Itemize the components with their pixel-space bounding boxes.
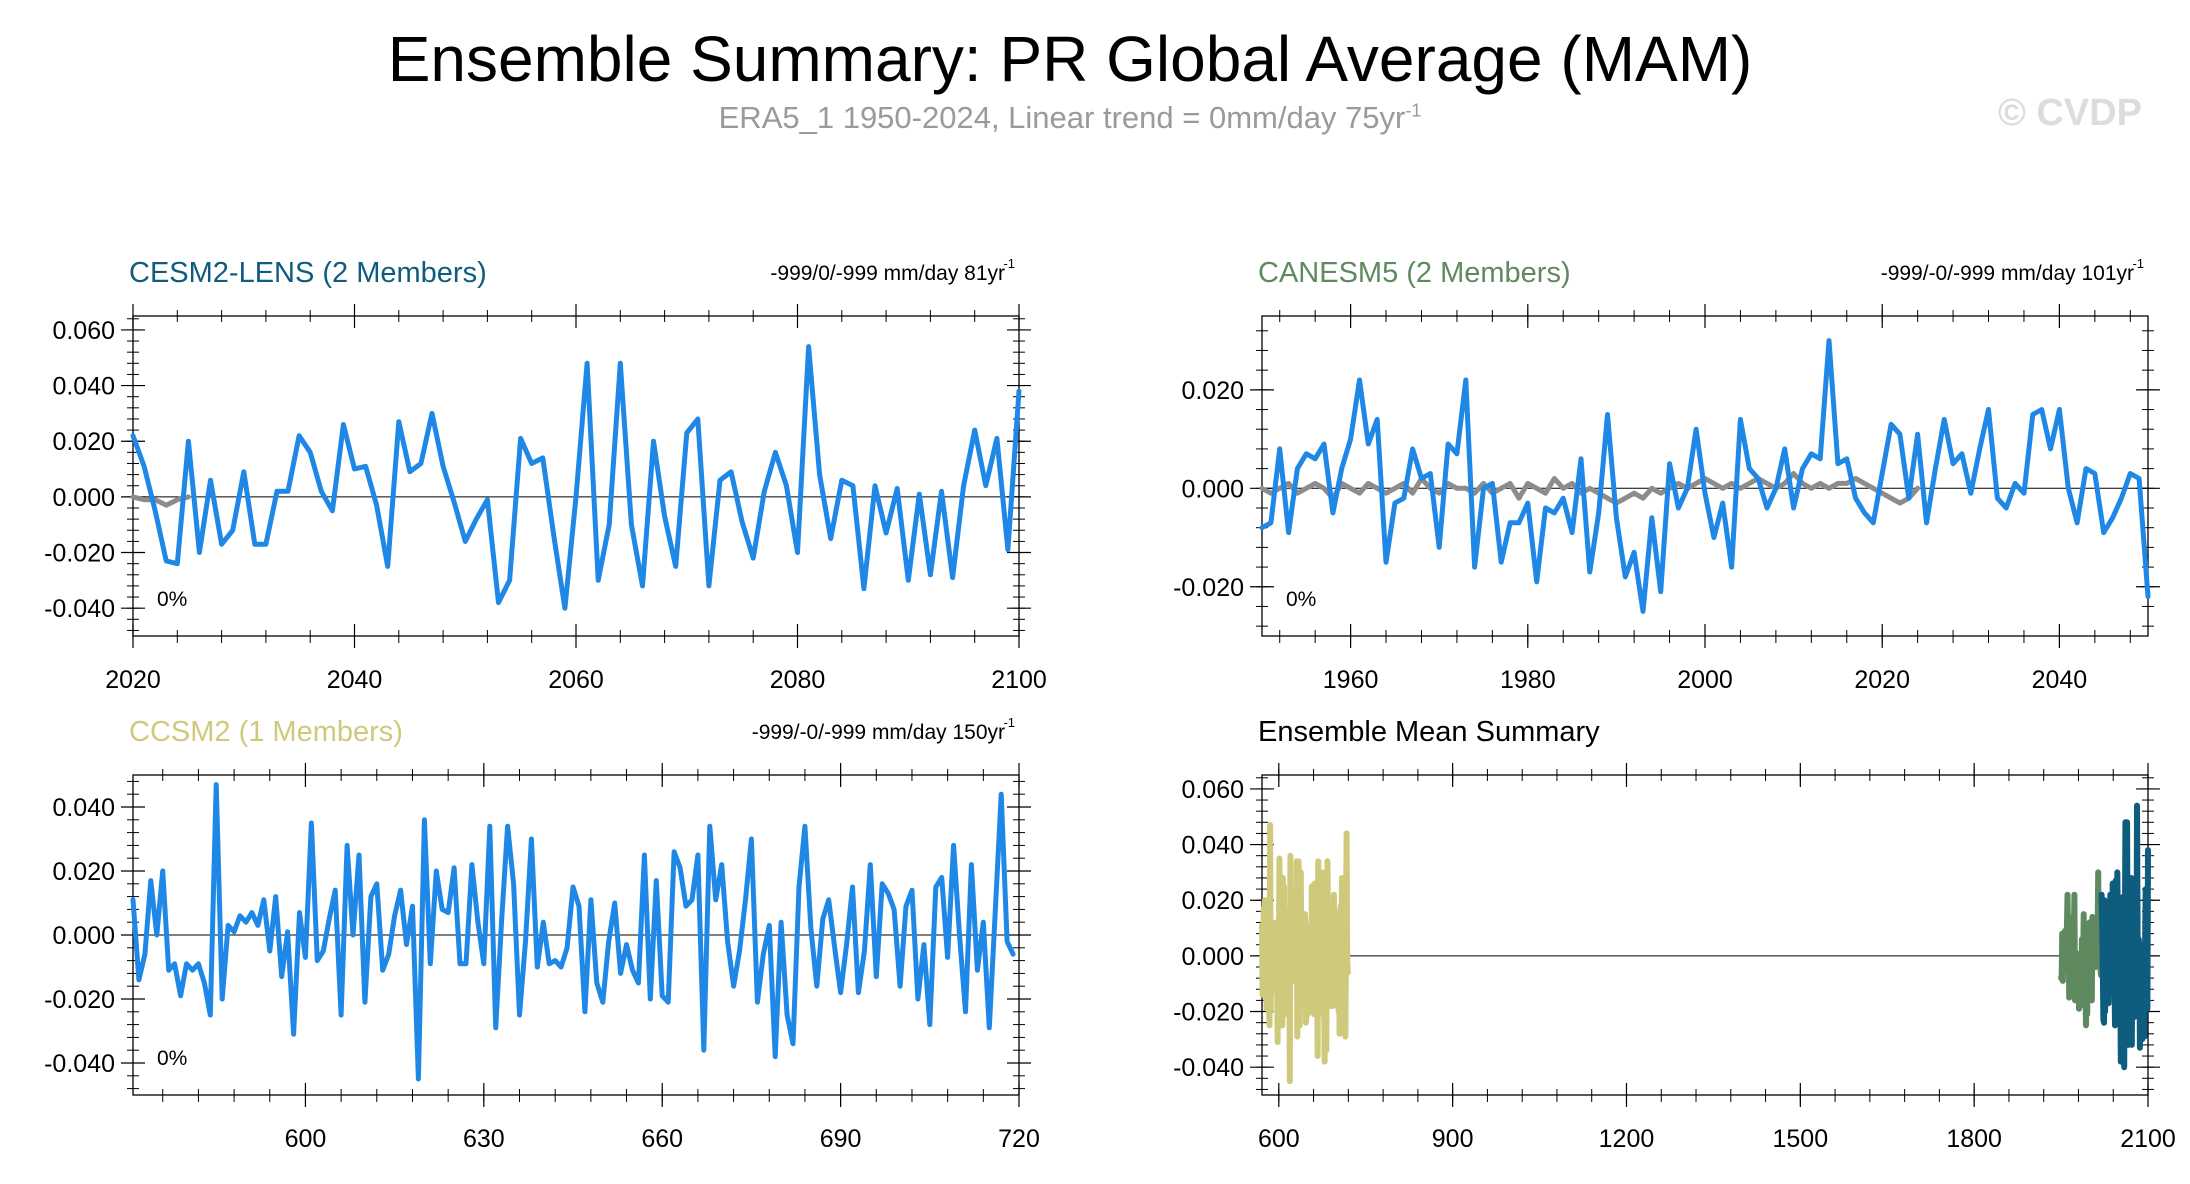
percent-label: 0% <box>157 1047 187 1070</box>
x-tick-label: 1200 <box>1599 1125 1655 1153</box>
panel-ccsm2: -0.040 -0.020 0.000 0.020 0.040 600 630 660 690 7… <box>44 715 1040 1153</box>
x-tick-label: 2100 <box>991 666 1047 694</box>
y-tick-label: 0.060 <box>1181 776 1244 804</box>
y-tick-label: -0.020 <box>44 540 115 568</box>
panel-title: CCSM2 (1 Members) <box>129 716 403 748</box>
y-tick-label: 0.020 <box>52 858 115 886</box>
subtitle-superscript: -1 <box>1405 100 1422 121</box>
x-tick-label: 2020 <box>1854 666 1910 694</box>
y-tick-label: 0.040 <box>52 794 115 822</box>
y-tick-label: -0.040 <box>44 595 115 623</box>
ensemble-series-cesm2 <box>2098 802 2151 1071</box>
x-tick-label: 1500 <box>1773 1125 1829 1153</box>
percent-label: 0% <box>157 588 187 611</box>
y-tick-label: -0.020 <box>44 986 115 1014</box>
x-tick-label: 1800 <box>1946 1125 2002 1153</box>
y-tick-label: 0.060 <box>52 317 115 345</box>
x-tick-label: 2040 <box>327 666 383 694</box>
y-tick-label: 0.000 <box>52 922 115 950</box>
model-series-line <box>130 344 1022 611</box>
trend-superscript: -1 <box>2132 256 2144 271</box>
x-tick-label: 600 <box>285 1125 327 1153</box>
x-tick-label: 1980 <box>1500 666 1556 694</box>
figure-title: Ensemble Summary: PR Global Average (MAM… <box>387 23 1753 95</box>
model-series-line <box>1259 338 2151 614</box>
trend-superscript: -1 <box>1003 715 1015 730</box>
x-tick-label: 2060 <box>548 666 604 694</box>
panel-canesm5: -0.020 0.000 0.020 1960 1980 2000 2020 2040 CANE… <box>1173 256 2160 694</box>
x-tick-label: 630 <box>463 1125 505 1153</box>
y-tick-label: 0.040 <box>1181 832 1244 860</box>
x-tick-label: 720 <box>998 1125 1040 1153</box>
x-tick-label: 2040 <box>2032 666 2088 694</box>
x-tick-label: 2080 <box>770 666 826 694</box>
panel-cesm2: -0.040 -0.020 0.000 0.020 0.040 0.060 2020 2040… <box>44 256 1047 694</box>
percent-label: 0% <box>1286 588 1316 611</box>
y-tick-label: -0.020 <box>1173 574 1244 602</box>
trend-superscript: -1 <box>1003 256 1015 271</box>
panel-title: CESM2-LENS (2 Members) <box>129 257 487 289</box>
x-tick-label: 2000 <box>1677 666 1733 694</box>
subtitle-text: ERA5_1 1950-2024, Linear trend = 0mm/day… <box>718 100 1406 135</box>
model-series-line <box>130 782 1016 1082</box>
trend-label: -999/-0/-999 mm/day 101yr <box>1881 262 2134 285</box>
cvdp-watermark: © CVDP <box>1997 92 2142 134</box>
trend-label: -999/0/-999 mm/day 81yr <box>770 262 1005 285</box>
y-tick-label: 0.020 <box>1181 377 1244 405</box>
trend-label: -999/-0/-999 mm/day 150yr <box>752 721 1005 744</box>
y-tick-label: -0.040 <box>44 1050 115 1078</box>
x-tick-label: 2020 <box>105 666 161 694</box>
x-tick-label: 900 <box>1432 1125 1474 1153</box>
y-tick-label: -0.020 <box>1173 999 1244 1027</box>
y-tick-label: 0.020 <box>1181 887 1244 915</box>
x-tick-label: 690 <box>820 1125 862 1153</box>
x-tick-label: 600 <box>1258 1125 1300 1153</box>
y-tick-label: 0.000 <box>1181 475 1244 503</box>
y-tick-label: -0.040 <box>1173 1054 1244 1082</box>
y-tick-label: 0.000 <box>52 484 115 512</box>
figure-subtitle: ERA5_1 1950-2024, Linear trend = 0mm/day… <box>0 100 2140 136</box>
panel-title: CANESM5 (2 Members) <box>1258 257 1571 289</box>
x-tick-label: 1960 <box>1323 666 1379 694</box>
panel-title: Ensemble Mean Summary <box>1258 716 1600 748</box>
obs-series-line <box>130 494 191 508</box>
y-tick-label: 0.040 <box>52 373 115 401</box>
ensemble-series-ccsm2 <box>1259 822 1351 1085</box>
plot-frame <box>1261 774 2149 1096</box>
panel-ensemble: -0.040 -0.020 0.000 0.020 0.040 0.060 600 900 12… <box>1173 716 2176 1153</box>
x-tick-label: 660 <box>641 1125 683 1153</box>
y-tick-label: 0.000 <box>1181 943 1244 971</box>
y-tick-label: 0.020 <box>52 428 115 456</box>
obs-series-line <box>1259 471 1921 506</box>
x-tick-label: 2100 <box>2120 1125 2176 1153</box>
